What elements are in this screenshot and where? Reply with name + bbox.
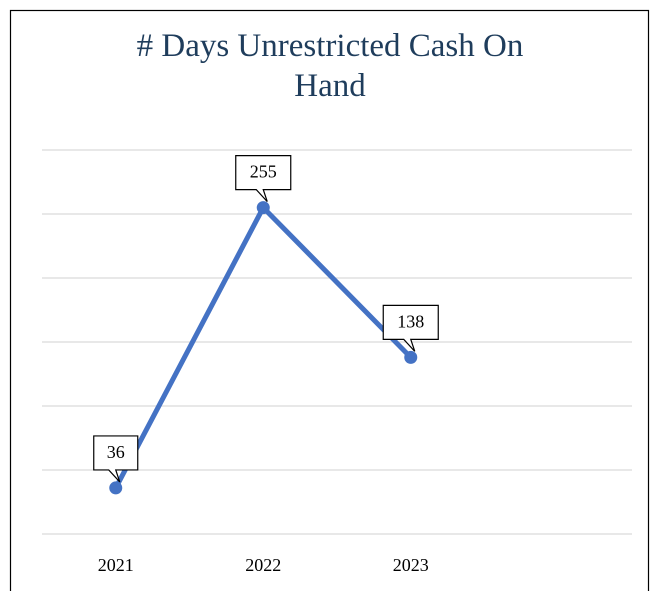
line: [113, 205, 413, 490]
data-label-box: [235, 155, 292, 203]
marker: [256, 201, 270, 215]
data-label: 255: [250, 162, 277, 182]
x-tick-label: 2022: [245, 555, 281, 575]
chart-frame: [9, 9, 650, 591]
data-label: 36: [107, 442, 125, 462]
marker: [109, 481, 123, 495]
x-tick-label: 2023: [393, 555, 429, 575]
data-label-box: [93, 435, 139, 483]
data-label: 138: [397, 311, 424, 331]
chart-title: # Days Unrestricted Cash On Hand: [136, 28, 524, 104]
x-tick-label: 2021: [98, 555, 134, 575]
data-label-box: [382, 304, 439, 352]
marker: [404, 350, 418, 364]
